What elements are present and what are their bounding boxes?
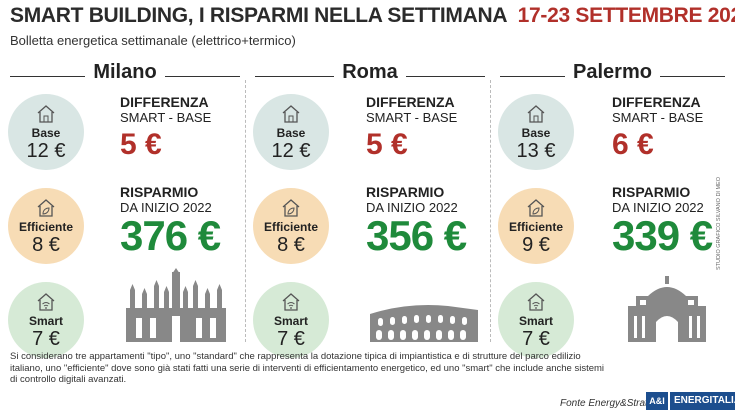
efficient-value: 8 € (277, 234, 305, 256)
source-label: Fonte Energy&Strategy (560, 398, 664, 409)
difference-heading-palermo: DIFFERENZA SMART - BASE (612, 94, 703, 126)
savings-heading-palermo: RISPARMIO DA INIZIO 2022 (612, 184, 704, 216)
wifi-house-icon (282, 293, 300, 311)
subtitle: Bolletta energetica settimanale (elettri… (10, 33, 296, 48)
smart-label: Smart (28, 314, 63, 328)
design-credit: STUDIO GRAFICO SILVANO DI MEO (716, 176, 722, 270)
savings-value-palermo: 339 € (612, 212, 713, 259)
base-value: 13 € (516, 140, 556, 162)
smart-value: 7 € (32, 328, 60, 350)
column-divider (245, 80, 246, 342)
house-icon (37, 105, 55, 123)
savings-sublabel: DA INIZIO 2022 (120, 200, 212, 215)
energitalia-logo: A&I ENERGITALIA (646, 391, 735, 411)
city-name: Milano (93, 60, 157, 83)
difference-label: DIFFERENZA (366, 94, 455, 110)
smart-circle-milano: Smart 7 € (8, 282, 84, 358)
difference-heading-roma: DIFFERENZA SMART - BASE (366, 94, 457, 126)
efficient-circle-roma: Efficiente 8 € (253, 188, 329, 264)
page-title: SMART BUILDING, I RISPARMI NELLA SETTIMA… (10, 4, 735, 32)
base-circle-milano: Base 12 € (8, 94, 84, 170)
savings-label: RISPARMIO (366, 184, 445, 200)
title-main: SMART BUILDING, I RISPARMI NELLA SETTIMA… (10, 4, 508, 27)
colosseum-icon (370, 305, 478, 342)
city-header-palermo: Palermo (500, 60, 725, 84)
difference-sublabel: SMART - BASE (120, 110, 212, 125)
logo-text: ENERGITALIA (670, 392, 735, 410)
savings-sublabel: DA INIZIO 2022 (366, 200, 458, 215)
efficient-label: Efficiente (508, 220, 563, 234)
savings-sublabel: DA INIZIO 2022 (612, 200, 704, 215)
base-circle-roma: Base 12 € (253, 94, 329, 170)
efficient-circle-milano: Efficiente 8 € (8, 188, 84, 264)
efficient-value: 9 € (522, 234, 550, 256)
difference-value-milano: 5 € (120, 128, 162, 161)
difference-sublabel: SMART - BASE (366, 110, 458, 125)
efficient-value: 8 € (32, 234, 60, 256)
difference-label: DIFFERENZA (120, 94, 209, 110)
savings-value-roma: 356 € (366, 212, 467, 259)
smart-circle-roma: Smart 7 € (253, 282, 329, 358)
house-icon (527, 105, 545, 123)
smart-value: 7 € (277, 328, 305, 350)
city-header-milano: Milano (10, 60, 240, 84)
city-name: Roma (342, 60, 398, 83)
savings-label: RISPARMIO (120, 184, 199, 200)
savings-heading-milano: RISPARMIO DA INIZIO 2022 (120, 184, 212, 216)
savings-label: RISPARMIO (612, 184, 691, 200)
difference-sublabel: SMART - BASE (612, 110, 704, 125)
wifi-house-icon (527, 293, 545, 311)
leaf-house-icon (527, 199, 545, 217)
wifi-house-icon (37, 293, 55, 311)
smart-label: Smart (518, 314, 553, 328)
porta-nuova-palermo-icon (628, 276, 706, 342)
base-value: 12 € (271, 140, 311, 162)
efficient-label: Efficiente (18, 220, 73, 234)
difference-label: DIFFERENZA (612, 94, 701, 110)
base-label: Base (31, 126, 61, 140)
efficient-circle-palermo: Efficiente 9 € (498, 188, 574, 264)
smart-circle-palermo: Smart 7 € (498, 282, 574, 358)
methodology-note: Si considerano tre appartamenti "tipo", … (10, 351, 605, 385)
base-label: Base (276, 126, 306, 140)
house-icon (282, 105, 300, 123)
city-header-roma: Roma (255, 60, 486, 84)
savings-value-milano: 376 € (120, 212, 221, 259)
base-circle-palermo: Base 13 € (498, 94, 574, 170)
difference-heading-milano: DIFFERENZA SMART - BASE (120, 94, 211, 126)
base-label: Base (521, 126, 551, 140)
milan-cathedral-icon (126, 268, 226, 342)
smart-label: Smart (273, 314, 308, 328)
difference-value-palermo: 6 € (612, 128, 654, 161)
smart-value: 7 € (522, 328, 550, 350)
column-divider (490, 80, 491, 342)
efficient-label: Efficiente (263, 220, 318, 234)
logo-mark: A&I (646, 392, 668, 410)
difference-value-roma: 5 € (366, 128, 408, 161)
savings-heading-roma: RISPARMIO DA INIZIO 2022 (366, 184, 458, 216)
title-date: 17-23 SETTEMBRE 2022 (517, 4, 735, 27)
base-value: 12 € (26, 140, 66, 162)
leaf-house-icon (282, 199, 300, 217)
city-name: Palermo (573, 60, 652, 83)
leaf-house-icon (37, 199, 55, 217)
